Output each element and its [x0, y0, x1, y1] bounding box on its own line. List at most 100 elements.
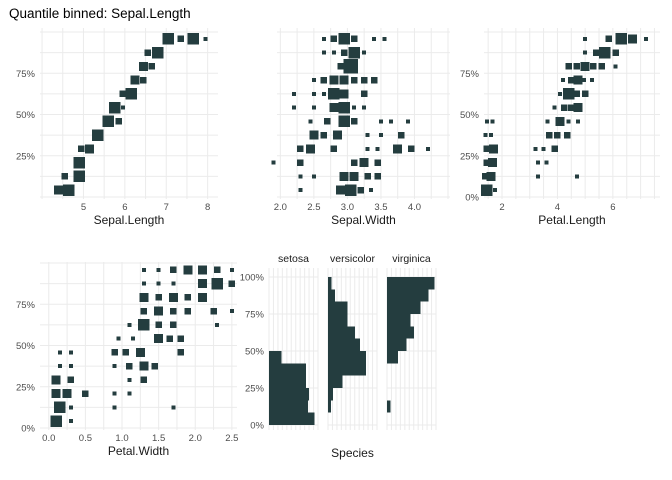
y-tick-label: 100% [240, 273, 265, 284]
count-square [552, 105, 557, 110]
count-square [568, 76, 575, 84]
count-square [170, 321, 177, 329]
histogram-bar [387, 326, 414, 339]
count-square [140, 376, 148, 384]
count-square [68, 419, 73, 424]
count-square [152, 46, 164, 59]
histogram-bar [387, 314, 411, 327]
facet-strip-label: setosa [278, 253, 309, 265]
count-square [338, 101, 350, 114]
count-square [536, 174, 541, 179]
count-square [298, 174, 303, 179]
count-square [562, 88, 575, 100]
count-square [350, 118, 358, 125]
count-square [565, 63, 572, 70]
count-square [127, 322, 132, 327]
count-square [612, 49, 619, 56]
count-square [67, 376, 75, 384]
count-square [563, 131, 571, 139]
panel-petal-width: 0% 25% 50% 75% 0.0 0.5 1.0 1.5 2.0 2.5 Petal.Width [16, 262, 238, 458]
count-square [359, 158, 369, 168]
count-square [82, 390, 89, 397]
count-square [321, 50, 326, 55]
count-square [62, 389, 72, 399]
count-square [148, 63, 156, 70]
count-square [228, 280, 236, 287]
count-square [311, 78, 316, 83]
count-square [170, 266, 177, 274]
count-square [329, 103, 339, 113]
count-square [139, 292, 149, 302]
x-tick-label: 4.0 [408, 202, 421, 213]
histogram-bar [328, 301, 348, 314]
count-square [368, 188, 373, 193]
histogram-bar [328, 351, 367, 364]
x-tick-label: 8 [205, 202, 210, 213]
count-square [140, 307, 148, 315]
count-square [320, 131, 328, 139]
count-square [568, 104, 575, 111]
count-square [171, 281, 176, 286]
count-square [135, 347, 145, 357]
count-square [482, 173, 489, 180]
count-square [138, 319, 150, 331]
count-square [112, 364, 117, 369]
y-tick-label: 50% [460, 110, 480, 121]
chart-title: Quantile binned: Sepal.Length [9, 6, 191, 21]
count-square [297, 145, 304, 153]
count-square [63, 184, 75, 196]
count-square [627, 34, 637, 44]
y-tick-label: 25% [16, 382, 36, 393]
histogram-bar [269, 400, 309, 413]
count-square [155, 294, 162, 301]
count-square [73, 170, 86, 183]
count-square [541, 146, 546, 151]
histogram-bar [328, 314, 348, 327]
count-square [140, 76, 147, 84]
y-tick-label: 50% [16, 110, 36, 121]
count-square [320, 76, 328, 84]
count-square [308, 119, 313, 124]
x-tick-label: 3.5 [374, 202, 387, 213]
count-square [605, 35, 612, 43]
count-square [590, 78, 595, 83]
x-axis-title: Species [331, 446, 374, 460]
count-square [119, 90, 127, 98]
facet-strip-label: versicolor [330, 253, 375, 265]
histogram-bar [387, 289, 429, 302]
count-square [198, 292, 208, 302]
count-square [551, 145, 558, 153]
count-square [489, 144, 499, 154]
count-square [348, 46, 360, 59]
count-square [73, 156, 86, 169]
x-tick-label: 0.0 [42, 433, 55, 444]
count-square [78, 145, 85, 153]
count-square [151, 362, 159, 370]
count-square [360, 76, 368, 84]
count-square [102, 115, 115, 128]
y-tick-label: 25% [16, 151, 36, 162]
count-square [203, 36, 208, 41]
count-square [598, 46, 611, 59]
count-square [324, 118, 331, 125]
count-square [533, 146, 538, 151]
y-tick-label: 75% [245, 310, 265, 321]
count-square [375, 146, 380, 151]
count-square [125, 88, 137, 100]
x-axis-title: Sepal.Width [331, 213, 396, 227]
x-tick-label: 7 [164, 202, 169, 213]
count-square [615, 33, 627, 45]
count-square [184, 294, 192, 301]
count-square [345, 184, 357, 196]
count-square [372, 36, 377, 41]
count-square [311, 174, 316, 179]
count-square [141, 267, 146, 272]
histogram-bar [387, 277, 435, 290]
count-square [580, 61, 590, 71]
count-square [57, 350, 62, 355]
count-square [329, 75, 339, 85]
count-square [545, 119, 550, 124]
count-square [362, 50, 367, 55]
count-square [573, 103, 583, 113]
